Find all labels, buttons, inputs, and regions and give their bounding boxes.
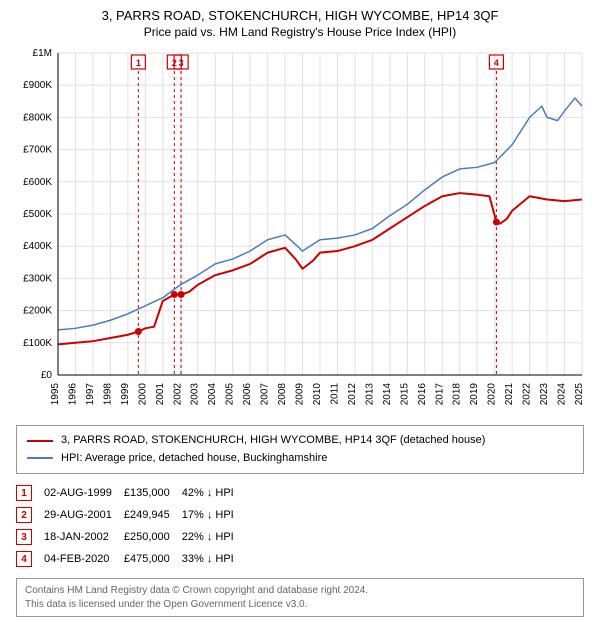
svg-text:2023: 2023 bbox=[539, 383, 550, 406]
svg-text:2013: 2013 bbox=[364, 383, 375, 406]
svg-text:1996: 1996 bbox=[67, 383, 78, 406]
svg-text:3: 3 bbox=[179, 58, 184, 68]
svg-text:2008: 2008 bbox=[277, 383, 288, 406]
svg-text:£400K: £400K bbox=[23, 241, 52, 252]
line-chart: £0 £100K £200K £300K £400K £500K £600K £700K £80… bbox=[10, 45, 590, 415]
svg-text:2001: 2001 bbox=[155, 383, 166, 406]
license-note: Contains HM Land Registry data © Crown c… bbox=[16, 578, 584, 617]
svg-text:2011: 2011 bbox=[329, 383, 340, 405]
svg-text:1995: 1995 bbox=[50, 383, 61, 406]
svg-text:2002: 2002 bbox=[172, 383, 183, 406]
title-block: 3, PARRS ROAD, STOKENCHURCH, HIGH WYCOMB… bbox=[10, 8, 590, 39]
svg-text:2020: 2020 bbox=[487, 383, 498, 406]
svg-text:£800K: £800K bbox=[23, 112, 52, 123]
event-date: 18-JAN-2002 bbox=[44, 526, 124, 548]
svg-text:£500K: £500K bbox=[23, 209, 52, 220]
svg-text:2016: 2016 bbox=[417, 383, 428, 406]
svg-text:1999: 1999 bbox=[120, 383, 131, 406]
event-date: 29-AUG-2001 bbox=[44, 504, 124, 526]
svg-text:£900K: £900K bbox=[23, 80, 52, 91]
svg-text:2003: 2003 bbox=[190, 383, 201, 406]
legend-swatch bbox=[27, 457, 53, 459]
svg-text:1: 1 bbox=[136, 58, 141, 68]
arrow-down-icon: ↓ bbox=[207, 531, 213, 543]
arrow-down-icon: ↓ bbox=[207, 487, 213, 499]
svg-text:2010: 2010 bbox=[312, 383, 323, 406]
svg-text:2015: 2015 bbox=[399, 383, 410, 406]
svg-text:2025: 2025 bbox=[574, 383, 585, 406]
event-date: 04-FEB-2020 bbox=[44, 548, 124, 570]
event-row: 4 04-FEB-2020£475,00033% ↓ HPI bbox=[16, 548, 246, 570]
event-badge: 1 bbox=[16, 485, 32, 501]
event-price: £475,000 bbox=[124, 548, 182, 570]
svg-text:£100K: £100K bbox=[23, 338, 52, 349]
svg-text:2019: 2019 bbox=[469, 383, 480, 406]
svg-text:1997: 1997 bbox=[85, 383, 96, 406]
chart-area: £0 £100K £200K £300K £400K £500K £600K £700K £80… bbox=[10, 45, 590, 415]
event-price: £135,000 bbox=[124, 482, 182, 504]
chart-title: 3, PARRS ROAD, STOKENCHURCH, HIGH WYCOMB… bbox=[10, 8, 590, 23]
arrow-down-icon: ↓ bbox=[207, 553, 213, 565]
event-badge-cell: 4 bbox=[16, 548, 44, 570]
legend: 3, PARRS ROAD, STOKENCHURCH, HIGH WYCOMB… bbox=[16, 425, 584, 474]
svg-text:2018: 2018 bbox=[452, 383, 463, 406]
event-delta: 17% ↓ HPI bbox=[182, 504, 246, 526]
event-badge: 4 bbox=[16, 551, 32, 567]
svg-text:£700K: £700K bbox=[23, 145, 52, 156]
svg-text:£1M: £1M bbox=[33, 48, 52, 59]
svg-text:2004: 2004 bbox=[207, 383, 218, 406]
event-delta: 33% ↓ HPI bbox=[182, 548, 246, 570]
chart-subtitle: Price paid vs. HM Land Registry's House … bbox=[10, 25, 590, 39]
event-badge-cell: 3 bbox=[16, 526, 44, 548]
event-row: 2 29-AUG-2001£249,94517% ↓ HPI bbox=[16, 504, 246, 526]
event-row: 3 18-JAN-2002£250,00022% ↓ HPI bbox=[16, 526, 246, 548]
svg-text:£0: £0 bbox=[41, 370, 53, 381]
svg-text:2014: 2014 bbox=[382, 383, 393, 406]
svg-text:2006: 2006 bbox=[242, 383, 253, 406]
legend-item: HPI: Average price, detached house, Buck… bbox=[27, 450, 573, 468]
event-badge: 3 bbox=[16, 529, 32, 545]
svg-text:2005: 2005 bbox=[225, 383, 236, 406]
event-badge-cell: 1 bbox=[16, 482, 44, 504]
svg-text:2021: 2021 bbox=[504, 383, 515, 406]
arrow-down-icon: ↓ bbox=[207, 509, 213, 521]
event-row: 1 02-AUG-1999£135,00042% ↓ HPI bbox=[16, 482, 246, 504]
svg-text:£600K: £600K bbox=[23, 177, 52, 188]
legend-label: 3, PARRS ROAD, STOKENCHURCH, HIGH WYCOMB… bbox=[61, 432, 485, 450]
event-date: 02-AUG-1999 bbox=[44, 482, 124, 504]
svg-text:4: 4 bbox=[494, 58, 499, 68]
chart-container: 3, PARRS ROAD, STOKENCHURCH, HIGH WYCOMB… bbox=[0, 0, 600, 623]
event-badge-cell: 2 bbox=[16, 504, 44, 526]
event-price: £249,945 bbox=[124, 504, 182, 526]
event-delta: 42% ↓ HPI bbox=[182, 482, 246, 504]
svg-text:£200K: £200K bbox=[23, 306, 52, 317]
legend-item: 3, PARRS ROAD, STOKENCHURCH, HIGH WYCOMB… bbox=[27, 432, 573, 450]
event-price: £250,000 bbox=[124, 526, 182, 548]
events-table: 1 02-AUG-1999£135,00042% ↓ HPI 2 29-AUG-200… bbox=[16, 482, 246, 570]
legend-swatch bbox=[27, 440, 53, 442]
svg-text:2024: 2024 bbox=[557, 383, 568, 406]
legend-label: HPI: Average price, detached house, Buck… bbox=[61, 450, 327, 468]
event-badge: 2 bbox=[16, 507, 32, 523]
svg-text:1998: 1998 bbox=[102, 383, 113, 406]
svg-text:£300K: £300K bbox=[23, 273, 52, 284]
svg-text:2007: 2007 bbox=[260, 383, 271, 406]
license-line-1: Contains HM Land Registry data © Crown c… bbox=[25, 584, 575, 598]
svg-text:2000: 2000 bbox=[137, 383, 148, 406]
event-delta: 22% ↓ HPI bbox=[182, 526, 246, 548]
svg-text:2012: 2012 bbox=[347, 383, 358, 406]
svg-text:2009: 2009 bbox=[295, 383, 306, 406]
svg-text:2022: 2022 bbox=[522, 383, 533, 406]
license-line-2: This data is licensed under the Open Gov… bbox=[25, 598, 575, 612]
svg-text:2017: 2017 bbox=[434, 383, 445, 406]
